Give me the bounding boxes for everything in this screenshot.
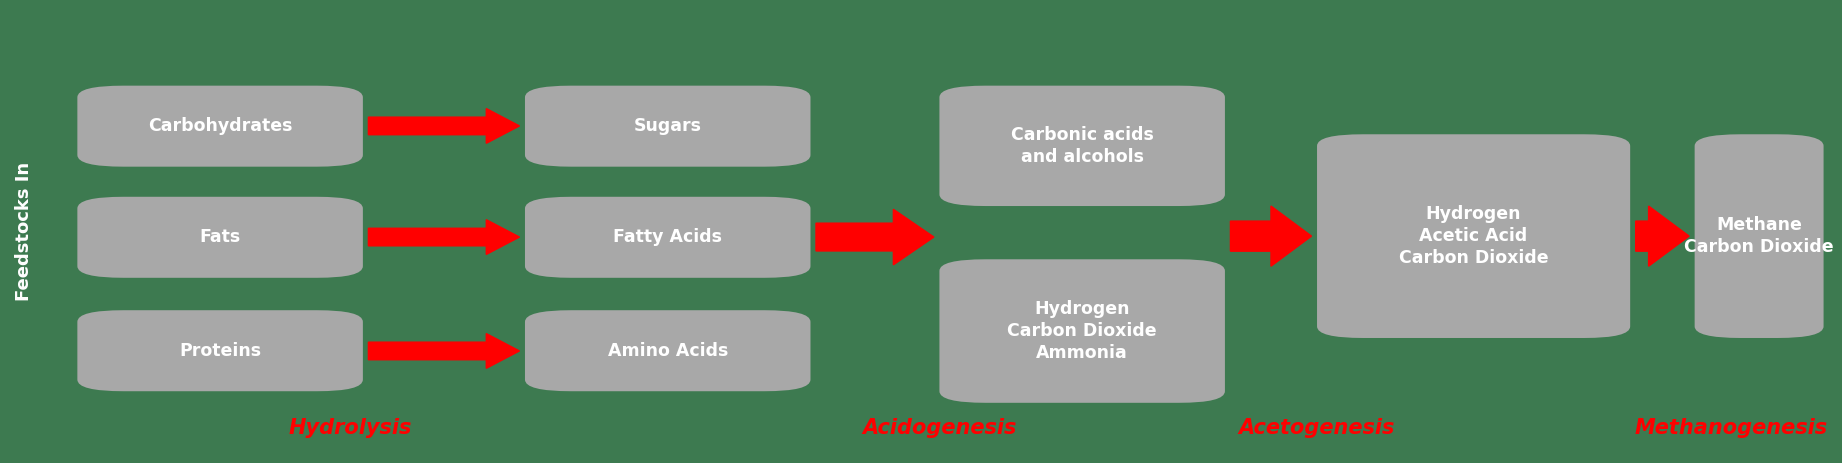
Text: Hydrogen
Carbon Dioxide
Ammonia: Hydrogen Carbon Dioxide Ammonia bbox=[1008, 300, 1157, 362]
Text: Acetogenesis: Acetogenesis bbox=[1240, 418, 1394, 438]
FancyBboxPatch shape bbox=[1317, 134, 1630, 338]
Text: Hydrolysis: Hydrolysis bbox=[289, 418, 411, 438]
Text: Fatty Acids: Fatty Acids bbox=[613, 228, 722, 246]
Text: Carbonic acids
and alcohols: Carbonic acids and alcohols bbox=[1011, 126, 1153, 166]
FancyArrow shape bbox=[368, 109, 519, 143]
FancyBboxPatch shape bbox=[525, 310, 810, 391]
FancyArrow shape bbox=[816, 209, 934, 265]
Text: Hydrogen
Acetic Acid
Carbon Dioxide: Hydrogen Acetic Acid Carbon Dioxide bbox=[1398, 205, 1549, 267]
Text: Proteins: Proteins bbox=[179, 342, 262, 360]
FancyArrow shape bbox=[368, 220, 519, 254]
Text: Methanogenesis: Methanogenesis bbox=[1636, 418, 1827, 438]
FancyBboxPatch shape bbox=[939, 86, 1225, 206]
FancyBboxPatch shape bbox=[1695, 134, 1824, 338]
FancyArrow shape bbox=[1636, 206, 1689, 266]
Text: Sugars: Sugars bbox=[634, 117, 702, 135]
FancyBboxPatch shape bbox=[77, 86, 363, 167]
FancyBboxPatch shape bbox=[77, 197, 363, 278]
Text: Feedstocks In: Feedstocks In bbox=[15, 162, 33, 301]
Text: Methane
Carbon Dioxide: Methane Carbon Dioxide bbox=[1684, 216, 1835, 256]
FancyBboxPatch shape bbox=[77, 310, 363, 391]
FancyArrow shape bbox=[368, 333, 519, 369]
Text: Acidogenesis: Acidogenesis bbox=[862, 418, 1017, 438]
FancyArrow shape bbox=[1230, 206, 1312, 266]
Text: Amino Acids: Amino Acids bbox=[608, 342, 728, 360]
Text: Fats: Fats bbox=[199, 228, 241, 246]
FancyBboxPatch shape bbox=[525, 86, 810, 167]
FancyBboxPatch shape bbox=[525, 197, 810, 278]
Text: Carbohydrates: Carbohydrates bbox=[147, 117, 293, 135]
FancyBboxPatch shape bbox=[939, 259, 1225, 403]
